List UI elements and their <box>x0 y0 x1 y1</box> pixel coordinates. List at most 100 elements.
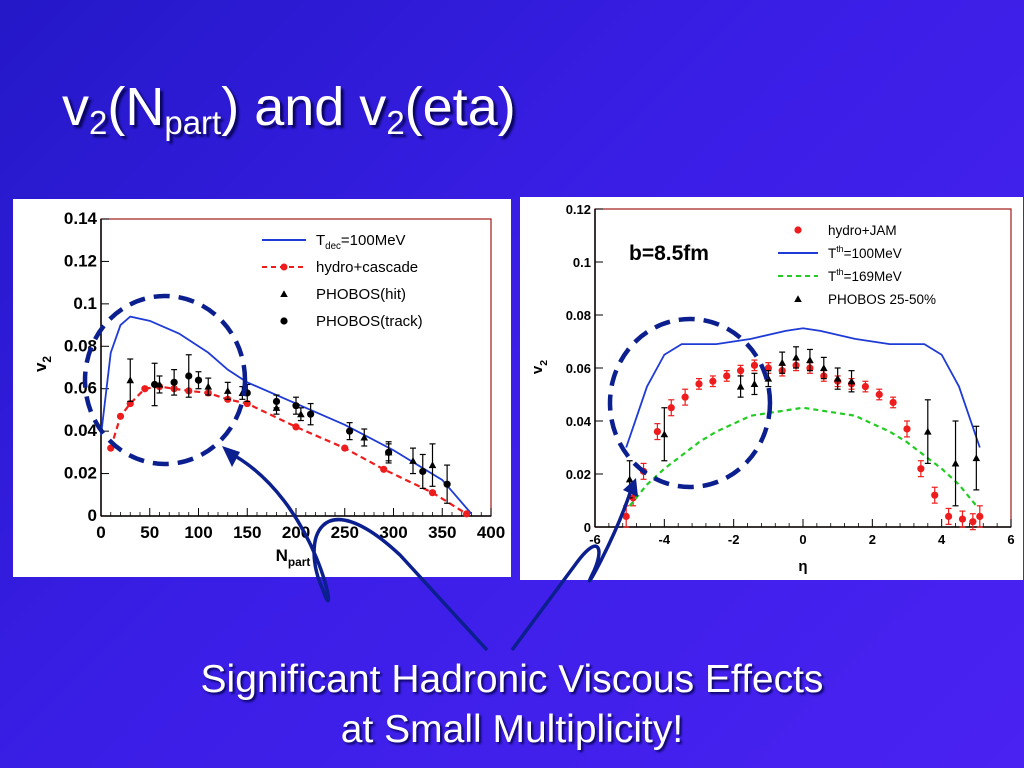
series-line <box>625 327 981 448</box>
data-point <box>622 512 630 520</box>
data-point <box>170 378 178 386</box>
data-point <box>272 397 281 406</box>
y-axis-label: v2 <box>31 356 54 372</box>
data-point <box>428 461 437 469</box>
x-axis-label: η <box>798 558 807 575</box>
caption-line-2: at Small Multiplicity! <box>340 708 684 751</box>
legend-marker <box>280 263 288 271</box>
y-tick-label: 0.04 <box>64 421 98 440</box>
legend-entry: PHOBOS 25-50% <box>828 292 936 307</box>
data-point <box>750 361 759 369</box>
y-tick-label: 0 <box>88 506 97 525</box>
data-point <box>116 412 125 420</box>
data-point <box>889 398 897 407</box>
eta-chart-panel: -6 -4 -2 0 2 4 6 0 0.02 0.04 0.06 0.08 0.1 0.12 η v2 hyd… <box>520 197 1023 580</box>
data-point <box>653 428 661 436</box>
x-tick-label: 350 <box>428 523 456 542</box>
legend-entry: hydro+JAM <box>828 223 897 238</box>
v2-eta-chart: -6 -4 -2 0 2 4 600.020.040.060.080.10.12ηv2hyd… <box>529 202 1015 575</box>
x-tick-label: 100 <box>184 523 212 542</box>
data-point <box>958 515 967 523</box>
legend-entry: hydro+cascade <box>316 259 418 276</box>
data-point <box>107 444 115 452</box>
data-point <box>778 358 786 366</box>
y-tick-label: 0.12 <box>64 251 97 270</box>
data-point <box>972 454 981 462</box>
x-tick-label: 200 <box>282 523 310 542</box>
npart-chart-panel: 0 50 100 150 200 250 300 350 400 0 0.02 0.04 0.06 0.0… <box>13 199 511 577</box>
series-line <box>628 406 978 507</box>
legend-entry: PHOBOS(track) <box>316 313 423 330</box>
data-point <box>346 427 354 435</box>
data-point <box>945 512 953 520</box>
y-tick-label: 0 <box>584 520 591 535</box>
series-2 <box>126 358 437 487</box>
x-tick-label: 0 <box>96 523 105 542</box>
data-point <box>969 518 977 526</box>
data-point <box>764 374 773 382</box>
legend-entry: Tth=100MeV <box>828 244 902 261</box>
data-point <box>903 425 911 433</box>
data-point <box>861 382 869 391</box>
data-point <box>126 376 135 384</box>
data-point <box>681 393 689 401</box>
x-tick-label: 250 <box>331 523 359 542</box>
data-point <box>917 465 925 473</box>
data-point <box>820 364 828 372</box>
data-point <box>204 382 213 390</box>
data-point <box>750 380 759 387</box>
x-tick-label: 6 <box>1007 532 1014 547</box>
data-point <box>667 404 675 412</box>
data-point <box>243 389 251 397</box>
data-point <box>976 512 984 520</box>
legend-entry: Tdec=100MeV <box>316 232 406 252</box>
legend-marker <box>794 295 802 303</box>
series-0 <box>622 359 984 531</box>
x-tick-label: 400 <box>477 523 505 542</box>
data-point <box>660 430 669 438</box>
series-1 <box>625 327 981 448</box>
legend-marker <box>280 317 288 325</box>
slide-title: v2(Npart) and v2(eta) <box>62 77 516 141</box>
y-tick-label: 0.02 <box>566 467 591 482</box>
data-point <box>875 390 883 399</box>
y-tick-label: 0.08 <box>64 336 97 355</box>
data-point <box>292 402 300 410</box>
data-point <box>737 367 745 375</box>
data-point <box>847 377 856 385</box>
data-point <box>385 448 393 456</box>
x-tick-label: 150 <box>233 523 261 542</box>
data-point <box>443 480 451 488</box>
data-point <box>695 380 703 388</box>
data-point <box>709 377 717 385</box>
data-point <box>194 376 203 384</box>
x-tick-label: -4 <box>659 532 671 547</box>
x-tick-label: 2 <box>869 532 876 547</box>
data-point <box>141 385 149 393</box>
series-1 <box>107 382 471 518</box>
data-point <box>639 467 648 475</box>
legend-entry: PHOBOS(hit) <box>316 286 406 303</box>
legend-marker <box>794 226 802 234</box>
data-point <box>792 353 800 361</box>
slide-caption: Significant Hadronic Viscous Effects at … <box>0 655 1024 755</box>
data-point <box>297 410 305 418</box>
data-point <box>723 372 731 380</box>
y-tick-label: 0.1 <box>573 255 591 270</box>
data-point <box>307 410 315 418</box>
x-tick-label: 0 <box>799 532 806 547</box>
x-tick-label: 300 <box>379 523 407 542</box>
x-tick-label: 4 <box>938 532 946 547</box>
series-3 <box>625 346 981 507</box>
y-tick-label: 0.06 <box>64 379 97 398</box>
data-point <box>419 467 427 476</box>
data-point <box>380 465 388 473</box>
data-point <box>341 444 349 452</box>
data-point <box>292 423 300 431</box>
x-axis-label: Npart <box>276 546 311 569</box>
data-point <box>428 489 437 497</box>
y-tick-label: 0.04 <box>566 414 592 429</box>
legend-entry: Tth=169MeV <box>828 267 902 284</box>
data-point <box>360 433 369 441</box>
x-tick-label: -2 <box>728 532 740 547</box>
